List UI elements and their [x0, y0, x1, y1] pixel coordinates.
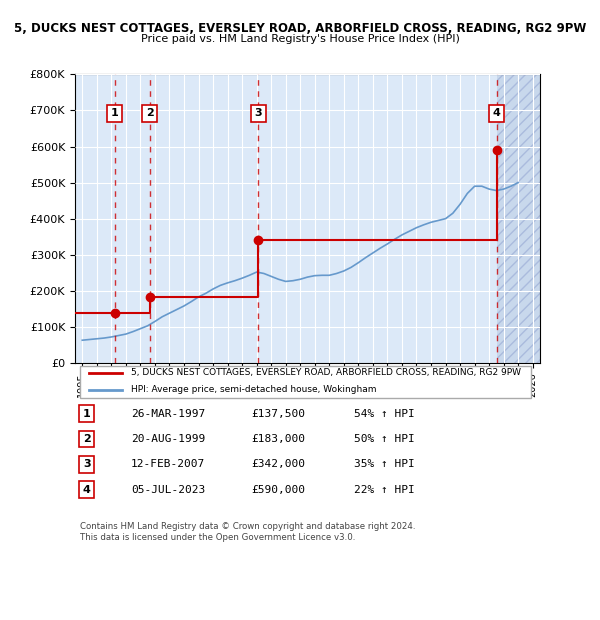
FancyBboxPatch shape	[80, 366, 531, 398]
Text: 2: 2	[146, 108, 154, 118]
Text: £590,000: £590,000	[252, 485, 306, 495]
Text: £342,000: £342,000	[252, 459, 306, 469]
Text: 05-JUL-2023: 05-JUL-2023	[131, 485, 205, 495]
Text: 22% ↑ HPI: 22% ↑ HPI	[354, 485, 415, 495]
Text: 3: 3	[254, 108, 262, 118]
Text: 5, DUCKS NEST COTTAGES, EVERSLEY ROAD, ARBORFIELD CROSS, READING, RG2 9PW: 5, DUCKS NEST COTTAGES, EVERSLEY ROAD, A…	[131, 368, 521, 378]
Text: 4: 4	[83, 485, 91, 495]
Text: £137,500: £137,500	[252, 409, 306, 419]
Text: 2: 2	[83, 434, 91, 444]
Text: 54% ↑ HPI: 54% ↑ HPI	[354, 409, 415, 419]
Text: 5, DUCKS NEST COTTAGES, EVERSLEY ROAD, ARBORFIELD CROSS, READING, RG2 9PW: 5, DUCKS NEST COTTAGES, EVERSLEY ROAD, A…	[14, 22, 586, 35]
Text: Contains HM Land Registry data © Crown copyright and database right 2024.
This d: Contains HM Land Registry data © Crown c…	[80, 523, 415, 542]
Bar	[497, 74, 540, 363]
Text: 12-FEB-2007: 12-FEB-2007	[131, 459, 205, 469]
Text: 1: 1	[111, 108, 119, 118]
Text: 35% ↑ HPI: 35% ↑ HPI	[354, 459, 415, 469]
Text: 4: 4	[493, 108, 500, 118]
Text: HPI: Average price, semi-detached house, Wokingham: HPI: Average price, semi-detached house,…	[131, 385, 376, 394]
Text: £183,000: £183,000	[252, 434, 306, 444]
Text: 20-AUG-1999: 20-AUG-1999	[131, 434, 205, 444]
Text: 1: 1	[83, 409, 91, 419]
Text: 26-MAR-1997: 26-MAR-1997	[131, 409, 205, 419]
Text: Price paid vs. HM Land Registry's House Price Index (HPI): Price paid vs. HM Land Registry's House …	[140, 34, 460, 44]
Text: 3: 3	[83, 459, 91, 469]
Text: 50% ↑ HPI: 50% ↑ HPI	[354, 434, 415, 444]
